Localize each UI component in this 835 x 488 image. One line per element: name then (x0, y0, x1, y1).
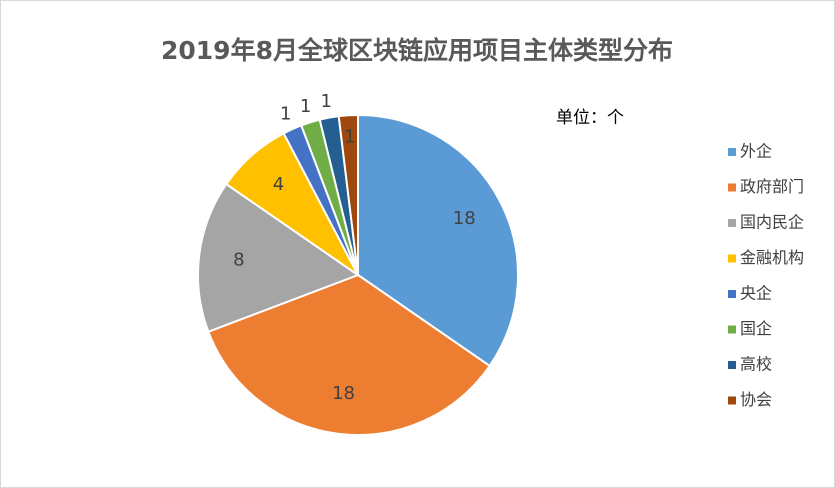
data-label: 1 (280, 104, 291, 125)
legend-swatch (728, 325, 736, 334)
legend-swatch (728, 148, 736, 156)
data-label: 8 (233, 250, 244, 271)
legend-swatch (728, 254, 736, 263)
legend-label: 国内民企 (740, 213, 804, 232)
legend-label: 协会 (740, 390, 772, 409)
legend-swatch (728, 290, 736, 298)
data-label: 1 (300, 96, 311, 117)
data-label: 18 (453, 208, 476, 229)
legend-label: 外企 (740, 142, 772, 161)
legend-swatch (728, 219, 736, 227)
chart-title: 2019年8月全球区块链应用项目主体类型分布 (161, 36, 673, 65)
legend-label: 央企 (740, 284, 772, 303)
legend-label: 国企 (740, 319, 772, 338)
pie-slice (207, 273, 492, 436)
pie-slice (197, 182, 361, 334)
pie-slice (337, 113, 359, 276)
legend-label: 高校 (740, 355, 772, 374)
data-label: 18 (332, 383, 355, 404)
legend-swatch (728, 183, 736, 192)
legend-label: 金融机构 (740, 248, 804, 267)
legend-swatch (728, 396, 736, 405)
legend-label: 政府部门 (740, 177, 804, 196)
data-label: 1 (321, 91, 332, 112)
pie-slice (357, 113, 519, 368)
data-label: 1 (344, 127, 355, 148)
data-label: 4 (273, 174, 284, 195)
legend-swatch (728, 361, 736, 369)
unit-label: 单位：个 (556, 108, 624, 128)
